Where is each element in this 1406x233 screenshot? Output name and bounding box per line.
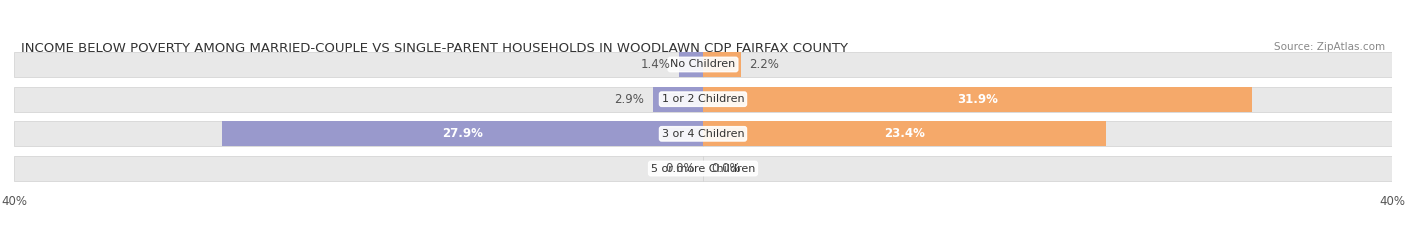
Text: 2.9%: 2.9% <box>614 93 644 106</box>
Bar <box>703 52 1392 77</box>
Text: Source: ZipAtlas.com: Source: ZipAtlas.com <box>1274 42 1385 52</box>
Bar <box>703 121 1107 146</box>
Text: 0.0%: 0.0% <box>665 162 695 175</box>
Bar <box>703 52 741 77</box>
Bar <box>14 87 703 112</box>
Bar <box>652 87 703 112</box>
Bar <box>222 121 703 146</box>
Bar <box>703 121 1392 146</box>
Text: INCOME BELOW POVERTY AMONG MARRIED-COUPLE VS SINGLE-PARENT HOUSEHOLDS IN WOODLAW: INCOME BELOW POVERTY AMONG MARRIED-COUPL… <box>21 42 848 55</box>
Bar <box>703 87 1392 112</box>
Text: 31.9%: 31.9% <box>957 93 998 106</box>
Bar <box>14 121 703 146</box>
Text: 27.9%: 27.9% <box>443 127 484 140</box>
Text: 2.2%: 2.2% <box>749 58 779 71</box>
Text: 3 or 4 Children: 3 or 4 Children <box>662 129 744 139</box>
Bar <box>14 52 703 77</box>
Text: No Children: No Children <box>671 59 735 69</box>
Bar <box>703 87 1253 112</box>
Bar <box>703 156 1392 181</box>
Text: 23.4%: 23.4% <box>884 127 925 140</box>
Bar <box>14 156 703 181</box>
Text: 0.0%: 0.0% <box>711 162 741 175</box>
Text: 1.4%: 1.4% <box>640 58 671 71</box>
Bar <box>679 52 703 77</box>
Text: 5 or more Children: 5 or more Children <box>651 164 755 174</box>
Text: 1 or 2 Children: 1 or 2 Children <box>662 94 744 104</box>
